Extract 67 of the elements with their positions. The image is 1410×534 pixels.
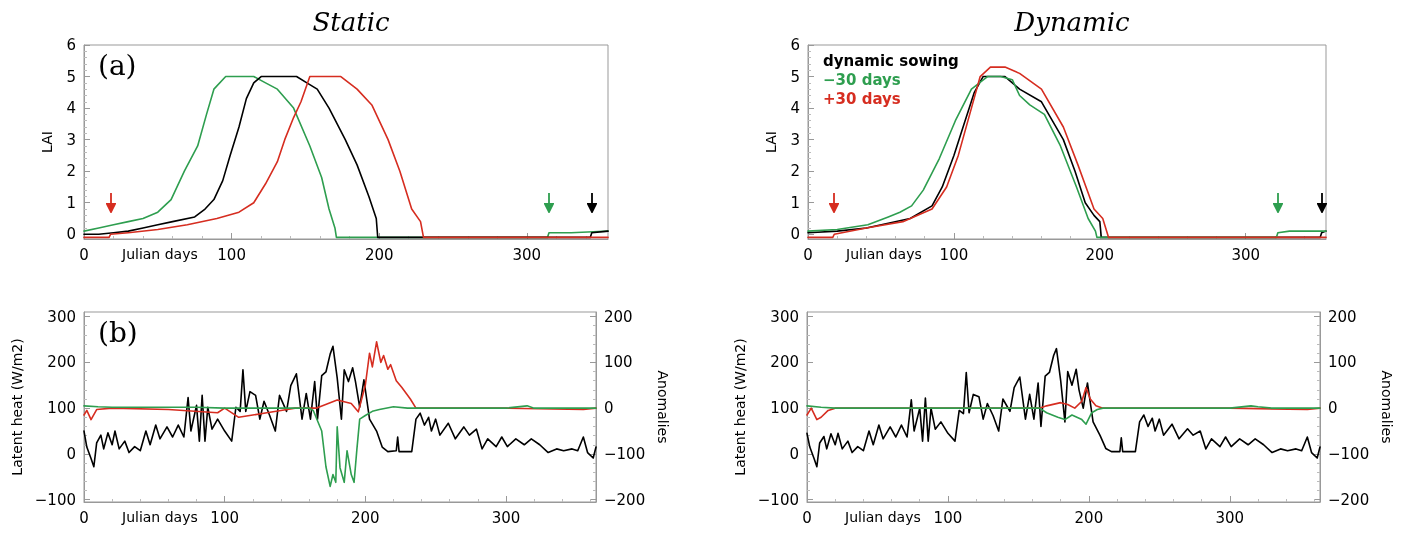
y2-axis-title: Anomalies xyxy=(1379,370,1396,444)
y-tick-label: 300 xyxy=(47,307,76,326)
x-tick-label: 200 xyxy=(1085,245,1115,264)
x-axis-title: Julian days xyxy=(845,246,922,262)
text: +30 days xyxy=(823,89,901,108)
chart-title: Static xyxy=(312,7,390,37)
x-tick-label: 100 xyxy=(939,245,969,264)
x-tick-label: 300 xyxy=(491,508,521,527)
annotation: (b) xyxy=(98,315,138,349)
x-axis-title: Julian days xyxy=(121,246,198,262)
y-tick-label: 2 xyxy=(66,162,76,181)
y2-tick-label: 100 xyxy=(1328,353,1357,372)
x-tick-label: 0 xyxy=(803,245,813,264)
y-tick-label: 200 xyxy=(47,353,76,372)
x-tick-label: 100 xyxy=(217,245,246,264)
x-tick-label: 300 xyxy=(1215,508,1245,527)
y-tick-label: 200 xyxy=(770,353,799,372)
y-tick-label: 100 xyxy=(770,399,799,418)
y-tick-label: 1 xyxy=(790,193,800,212)
x-tick-label: 200 xyxy=(1074,508,1104,527)
y-tick-label: 0 xyxy=(66,225,76,244)
y-tick-label: 5 xyxy=(66,67,76,86)
y2-tick-label: 200 xyxy=(604,307,633,326)
y2-tick-label: −200 xyxy=(1328,490,1370,509)
y-tick-label: 100 xyxy=(47,399,76,418)
x-tick-label: 0 xyxy=(802,508,812,527)
y-axis-title: Latent heat (W/m2) xyxy=(731,338,748,476)
y-axis-title: Latent heat (W/m2) xyxy=(8,338,25,476)
y-tick-label: 3 xyxy=(66,130,76,149)
chart-title: Dynamic xyxy=(1013,7,1131,37)
x-tick-label: 100 xyxy=(933,508,963,527)
x-tick-label: 0 xyxy=(79,245,89,264)
y-tick-label: −100 xyxy=(34,490,76,509)
y-tick-label: 0 xyxy=(789,444,799,463)
y-tick-label: 4 xyxy=(66,99,76,118)
y-tick-label: 6 xyxy=(66,36,76,54)
y-tick-label: 0 xyxy=(790,225,800,244)
annotation: (a) xyxy=(98,48,137,82)
series-label: dynamic sowing xyxy=(823,51,959,70)
x-tick-label: 300 xyxy=(1231,245,1261,264)
y-axis-title: LAI xyxy=(763,131,779,153)
y-tick-label: −100 xyxy=(757,490,799,509)
x-tick-label: 200 xyxy=(351,508,380,527)
x-tick-label: 0 xyxy=(79,508,89,527)
y2-tick-label: −100 xyxy=(604,444,646,463)
x-tick-label: 200 xyxy=(364,245,394,264)
y-tick-label: 5 xyxy=(790,67,800,86)
x-axis-title: Julian days xyxy=(844,509,921,525)
y-axis-title: LAI xyxy=(39,131,55,153)
y2-axis-title: Anomalies xyxy=(655,370,672,444)
x-tick-label: 100 xyxy=(210,508,239,527)
y-tick-label: 1 xyxy=(66,193,76,212)
text: −30 days xyxy=(823,70,901,89)
y-tick-label: 0 xyxy=(66,444,76,463)
y2-tick-label: 0 xyxy=(604,399,614,418)
y-tick-label: 2 xyxy=(790,162,800,181)
y-tick-label: 300 xyxy=(770,307,799,326)
y2-tick-label: −200 xyxy=(604,490,646,509)
y-tick-label: 3 xyxy=(790,130,800,149)
y-tick-label: 4 xyxy=(790,99,800,118)
y2-tick-label: 100 xyxy=(604,353,633,372)
y2-tick-label: 200 xyxy=(1328,307,1357,326)
x-tick-label: 300 xyxy=(512,245,542,264)
y2-tick-label: −100 xyxy=(1328,444,1370,463)
x-axis-title: Julian days xyxy=(121,509,198,525)
y2-tick-label: 0 xyxy=(1328,399,1338,418)
y-tick-label: 6 xyxy=(790,36,800,54)
